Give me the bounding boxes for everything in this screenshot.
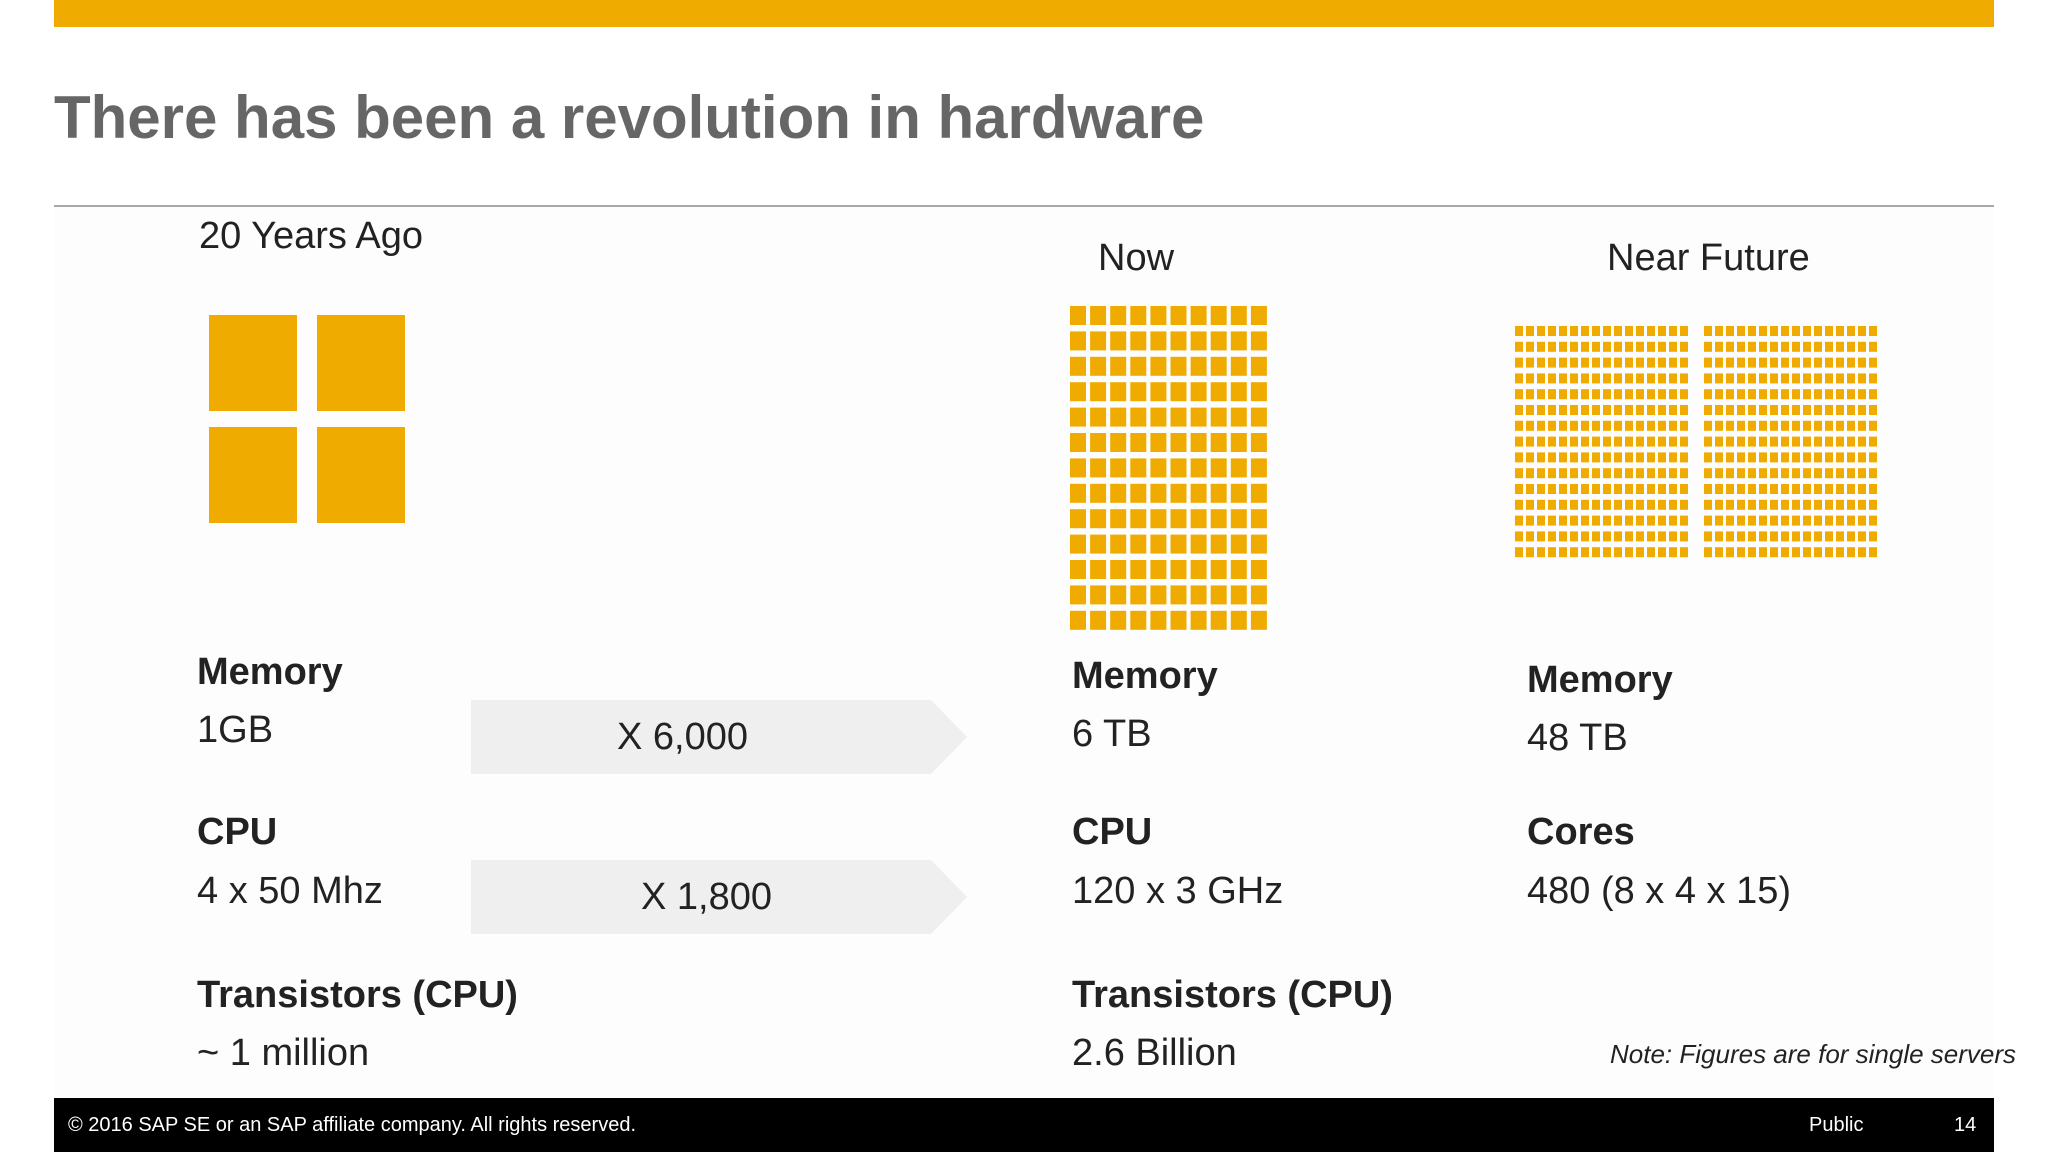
memory-growth-arrow: X 6,000 [471,700,967,774]
page-number: 14 [1954,1114,1977,1136]
future-memory-label: Memory [1527,659,1673,701]
memory-growth-factor: X 6,000 [617,716,748,758]
now-heading: Now [1098,237,1175,279]
past-cpu-label: CPU [197,811,278,853]
now-cpu-label: CPU [1072,811,1153,853]
dense-chip-grid-icon [1515,326,1881,560]
cpu-growth-factor: X 1,800 [641,876,772,918]
copyright-text: © 2016 SAP SE or an SAP affiliate compan… [68,1114,637,1136]
now-transistors-value: 2.6 Billion [1072,1032,1237,1074]
future-cores-label: Cores [1527,811,1635,853]
past-cpu-value: 4 x 50 Mhz [197,870,383,912]
footnote: Note: Figures are for single servers [1610,1039,2017,1069]
past-memory-value: 1GB [197,709,274,751]
footer-bar: © 2016 SAP SE or an SAP affiliate compan… [54,1098,1994,1152]
now-cpu-value: 120 x 3 GHz [1072,870,1284,912]
future-memory-value: 48 TB [1527,717,1628,759]
cpu-growth-arrow: X 1,800 [471,860,967,934]
future-cores-value: 480 (8 x 4 x 15) [1527,870,1792,912]
accent-top-bar [54,0,1994,27]
now-memory-label: Memory [1072,655,1218,697]
past-heading: 20 Years Ago [199,215,423,257]
four-chip-grid-icon [209,315,409,525]
past-transistors-value: ~ 1 million [197,1032,370,1074]
chip-grid-icon [1070,306,1270,633]
future-heading: Near Future [1607,237,1810,279]
chevron-arrow-icon [471,700,967,774]
past-transistors-label: Transistors (CPU) [197,974,518,1016]
now-transistors-label: Transistors (CPU) [1072,974,1393,1016]
chevron-arrow-icon [471,860,967,934]
title-divider [54,205,1994,207]
now-memory-value: 6 TB [1072,713,1152,755]
classification-label: Public [1809,1114,1864,1136]
past-memory-label: Memory [197,651,343,693]
slide-title: There has been a revolution in hardware [54,84,1205,151]
